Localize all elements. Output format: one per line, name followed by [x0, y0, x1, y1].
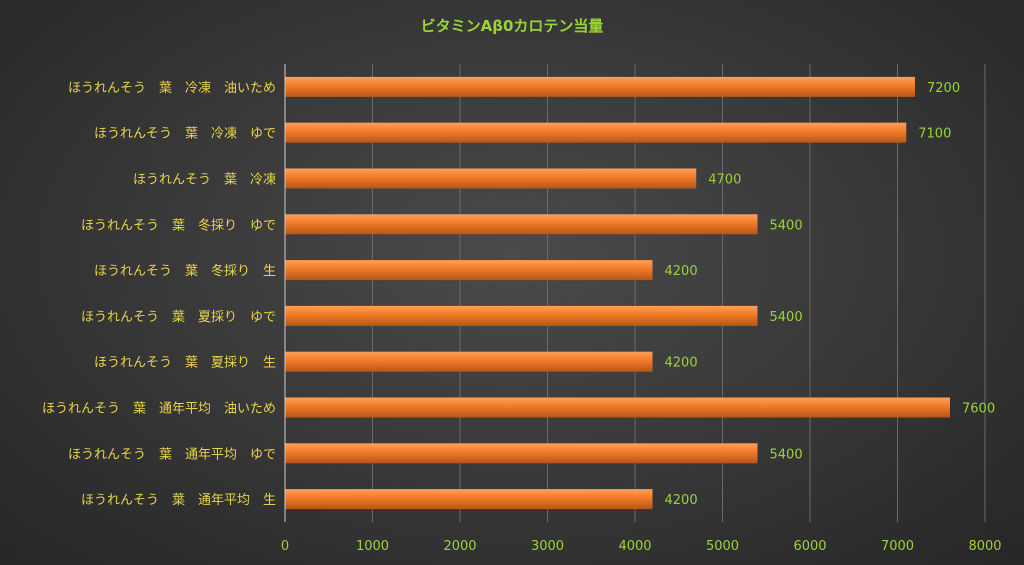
- x-tick-label: 5000: [706, 539, 739, 554]
- bar: [285, 351, 653, 372]
- category-label: ほうれんそう 葉 冷凍 ゆで: [94, 126, 276, 142]
- bar: [285, 76, 915, 97]
- bar: [285, 168, 697, 189]
- bar: [285, 443, 758, 464]
- category-label: ほうれんそう 葉 夏採り ゆで: [81, 310, 276, 325]
- x-tick-label: 8000: [968, 539, 1001, 554]
- bar: [285, 397, 950, 418]
- category-label: ほうれんそう 葉 夏採り 生: [94, 356, 276, 371]
- category-label: ほうれんそう 葉 冬採り ゆで: [81, 217, 276, 233]
- value-label: 7600: [962, 402, 995, 417]
- value-label: 5400: [770, 447, 803, 462]
- value-label: 7200: [927, 81, 960, 96]
- value-label: 4700: [708, 173, 741, 188]
- chart-title: ビタミンAβ0カロテン当量: [421, 17, 604, 35]
- bars: [285, 76, 950, 510]
- bar: [285, 489, 653, 510]
- x-tick-label: 3000: [531, 539, 564, 554]
- x-tick-label: 6000: [793, 539, 826, 554]
- category-label: ほうれんそう 葉 通年平均 ゆで: [68, 447, 276, 462]
- bar: [285, 214, 758, 235]
- category-label: ほうれんそう 葉 冷凍 油いため: [68, 80, 276, 96]
- bar: [285, 260, 653, 281]
- x-tick-label: 4000: [618, 539, 651, 554]
- value-label: 5400: [770, 310, 803, 325]
- x-tick-label: 7000: [881, 539, 914, 554]
- value-label: 7100: [918, 127, 951, 142]
- labels: 0 1000 2000 3000 4000 5000 6000 7000 8000 ほうれんそう …: [42, 80, 1002, 554]
- category-label: ほうれんそう 葉 通年平均 生: [81, 493, 276, 508]
- x-tick-label: 2000: [443, 539, 476, 554]
- value-label: 4200: [665, 493, 698, 508]
- category-label: ほうれんそう 葉 冷凍: [133, 172, 276, 188]
- value-label: 5400: [770, 218, 803, 233]
- value-label: 4200: [665, 356, 698, 371]
- bar: [285, 305, 758, 326]
- category-label: ほうれんそう 葉 冬採り 生: [94, 263, 276, 279]
- x-tick-label: 1000: [356, 539, 389, 554]
- value-label: 4200: [665, 264, 698, 279]
- bar: [285, 122, 907, 143]
- category-label: ほうれんそう 葉 通年平均 油いため: [42, 402, 276, 417]
- x-tick-label: 0: [281, 539, 289, 554]
